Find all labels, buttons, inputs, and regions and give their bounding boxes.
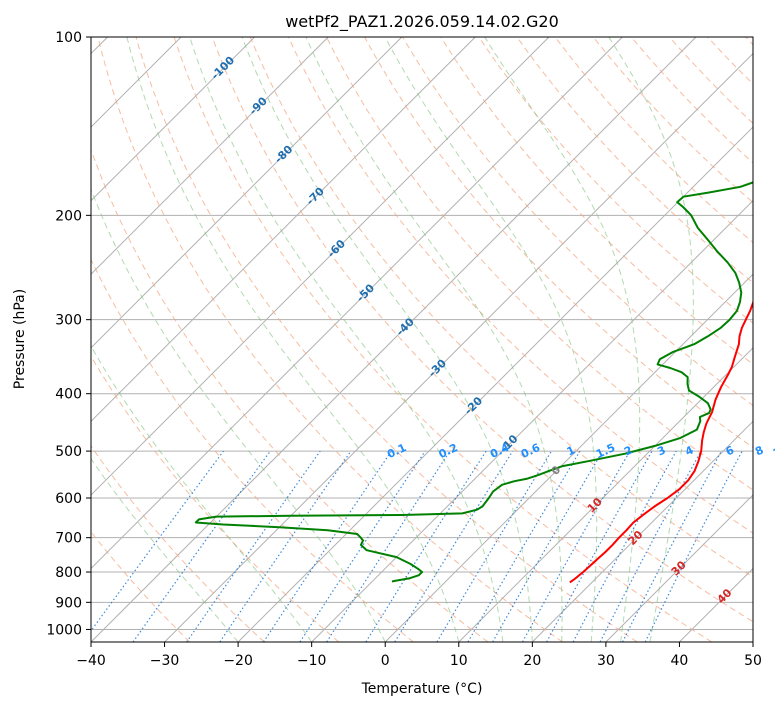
- dry-adiabat-line: [135, 37, 638, 642]
- isotherm-line: [237, 126, 753, 642]
- dry-adiabat-line: [364, 37, 753, 449]
- x-tick-label: 30: [597, 653, 615, 669]
- moist-adiabat-line: [484, 37, 641, 642]
- isotherm-line: [384, 273, 753, 642]
- plot-frame: [90, 36, 754, 643]
- dry-adiabat-line: [402, 37, 753, 407]
- x-tick-label: 10: [450, 653, 468, 669]
- mixing-ratio-line: [394, 450, 514, 642]
- x-tick-label: 40: [671, 653, 689, 669]
- moist-adiabat-line: [189, 37, 504, 642]
- x-tick-label: −20: [223, 653, 253, 669]
- isotherm-line: [91, 37, 697, 642]
- x-tick-label: 0: [381, 653, 390, 669]
- mixing-ratio-line: [572, 450, 677, 642]
- profile-lines: [194, 180, 753, 584]
- isotherm-line: [91, 37, 550, 496]
- moist-adiabat-line: [91, 188, 386, 642]
- isotherm-line: [164, 52, 753, 642]
- isotherm-line: [458, 347, 753, 642]
- background-lines: [91, 37, 753, 642]
- moist-adiabat-line: [305, 37, 563, 642]
- isotherm-line: [531, 420, 753, 642]
- dry-adiabat-line: [249, 37, 753, 578]
- isotherm-line: [91, 37, 476, 423]
- isotherm-line: [91, 37, 623, 570]
- dry-adiabat-line: [326, 37, 753, 491]
- moist-adiabat-line: [384, 37, 598, 642]
- mixing-ratio-line: [436, 450, 553, 642]
- mixing-ratio-line: [546, 450, 653, 642]
- isotherm-line: [91, 37, 256, 202]
- mixing-ratio-line: [492, 450, 604, 642]
- y-tick-label: 500: [55, 444, 82, 460]
- moist-adiabat-line: [91, 345, 313, 642]
- mixing-ratio-line: [219, 450, 352, 642]
- y-axis-title: Pressure (hPa): [12, 289, 28, 389]
- x-tick-label: 20: [523, 653, 541, 669]
- dry-adiabat-line: [91, 258, 414, 642]
- mixing-ratio-line: [132, 450, 271, 642]
- moist-adiabat-line: [126, 37, 460, 642]
- isotherm-line: [91, 37, 403, 349]
- y-tick-label: 900: [55, 595, 82, 611]
- x-tick-label: −10: [297, 653, 327, 669]
- mixing-ratio-line: [326, 450, 451, 642]
- y-tick-label: 300: [55, 313, 82, 329]
- x-axis-title: Temperature (°C): [361, 681, 483, 697]
- y-tick-label: 400: [55, 387, 82, 403]
- isotherm-line: [605, 494, 753, 642]
- isotherm-line: [91, 37, 329, 275]
- y-tick-label: 200: [55, 208, 82, 224]
- dry-adiabat-line: [91, 445, 265, 642]
- y-tick-label: 700: [55, 531, 82, 547]
- x-tick-label: −30: [150, 653, 180, 669]
- y-tick-label: 1000: [46, 622, 82, 638]
- dry-adiabat-line: [592, 37, 753, 204]
- x-tick-label: −40: [76, 653, 106, 669]
- dry-adiabat-line: [287, 37, 753, 534]
- moist-adiabat-line: [241, 37, 533, 642]
- mixing-ratio-line: [365, 450, 487, 642]
- moist-adiabat-line: [91, 457, 239, 642]
- y-tick-label: 800: [55, 565, 82, 581]
- plot-area: [91, 37, 753, 642]
- chart-title: wetPf2_PAZ1.2026.059.14.02.G20: [285, 12, 559, 32]
- x-tick-label: 50: [744, 653, 762, 669]
- mixing-ratio-label: 10: [771, 442, 775, 460]
- dry-adiabat-line: [173, 37, 713, 642]
- y-tick-label: 600: [55, 491, 82, 507]
- mixing-ratio-line: [467, 450, 581, 642]
- y-tick-label: 100: [55, 30, 82, 46]
- dry-adiabat-line: [478, 37, 753, 324]
- dry-adiabat-line: [211, 37, 753, 623]
- axis-ticks: −40 −30 −20 −10 0 10 20 30 40 50 100 200 300 400 500 60…: [46, 30, 762, 669]
- dry-adiabat-line: [630, 37, 753, 164]
- dewpoint-profile-line: [194, 180, 753, 583]
- dry-adiabat-line: [97, 37, 563, 642]
- moist-adiabat-line: [608, 37, 694, 642]
- mixing-ratio-line: [521, 450, 631, 642]
- mixing-ratio-line: [186, 450, 321, 642]
- temperature-profile-line: [569, 299, 753, 584]
